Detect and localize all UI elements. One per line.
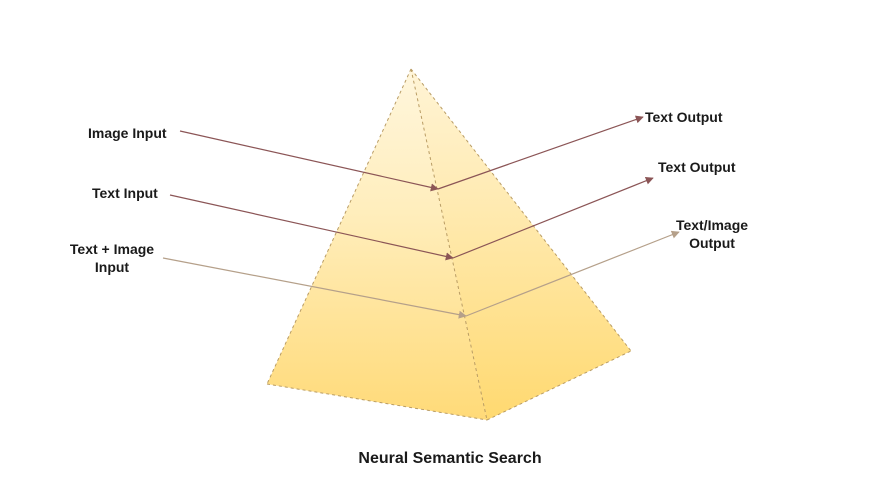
- arrow-text-input: [169, 194, 454, 261]
- arrow-text-output-2: [452, 176, 654, 259]
- arrow-image-input: [179, 130, 439, 192]
- diagram-caption: Neural Semantic Search: [358, 450, 542, 467]
- text-input-label: Text Input: [92, 185, 158, 201]
- arrow-text-image-output: [465, 230, 680, 317]
- text-image-output-line-2: Output: [689, 235, 735, 251]
- pyramid-left-face: [267, 69, 487, 420]
- text-output-label-1: Text Output: [645, 109, 723, 125]
- image-input-label: Image Input: [88, 125, 167, 141]
- text-image-output-line-1: Text/Image: [675, 217, 749, 233]
- text-output-label-2: Text Output: [658, 159, 736, 175]
- text-image-input-line-1: Text + Image: [69, 241, 155, 257]
- arrow-text-output-1: [437, 115, 644, 190]
- text-image-output-label: Text/Image Output: [670, 216, 754, 252]
- pyramid-edges: [266, 68, 632, 421]
- text-image-input-label: Text + Image Input: [62, 240, 162, 276]
- arrow-text-image-input: [162, 257, 467, 319]
- text-image-input-line-2: Input: [94, 259, 130, 275]
- pyramid-right-face: [411, 69, 631, 420]
